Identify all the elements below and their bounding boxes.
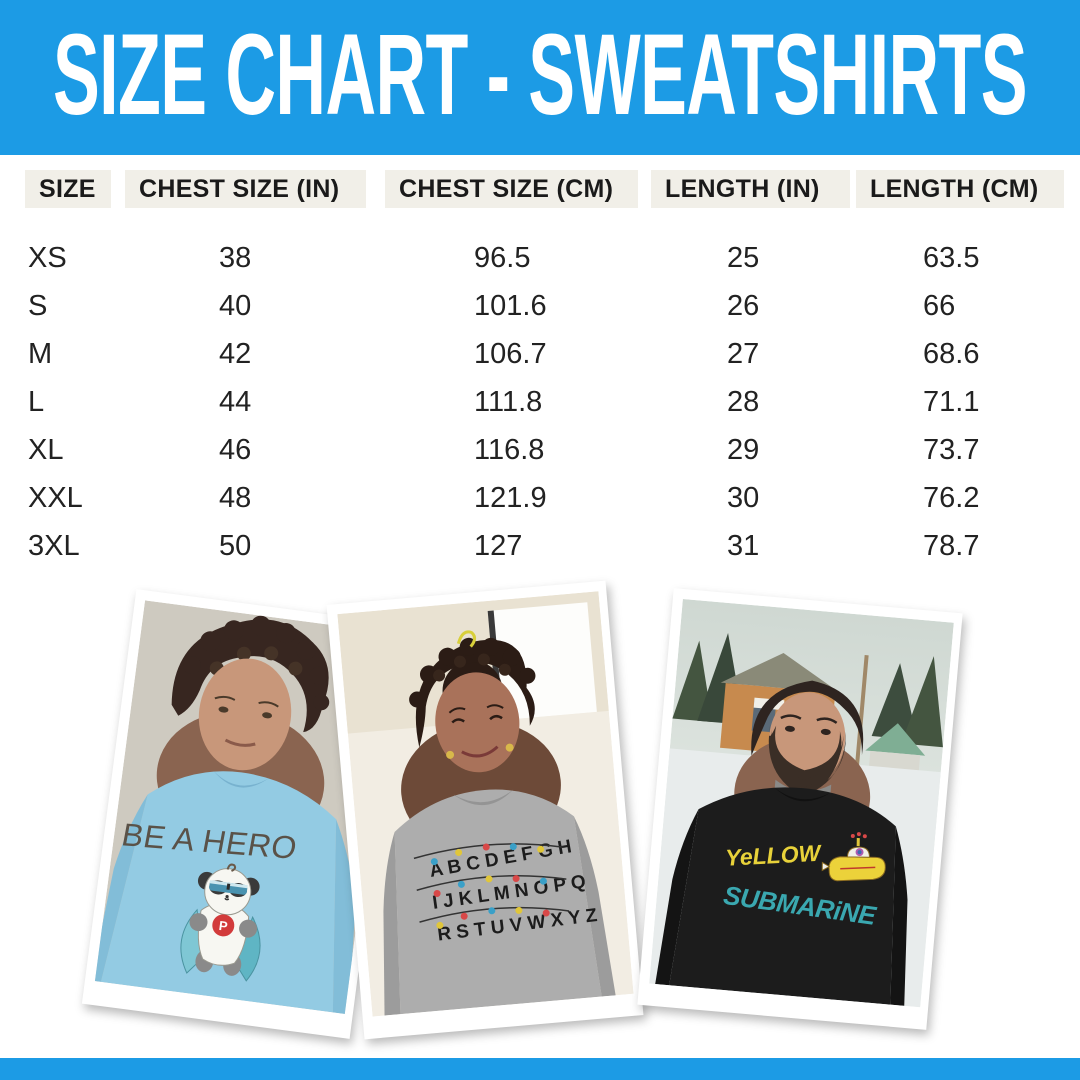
svg-text:YeLLOW: YeLLOW: [725, 840, 823, 871]
